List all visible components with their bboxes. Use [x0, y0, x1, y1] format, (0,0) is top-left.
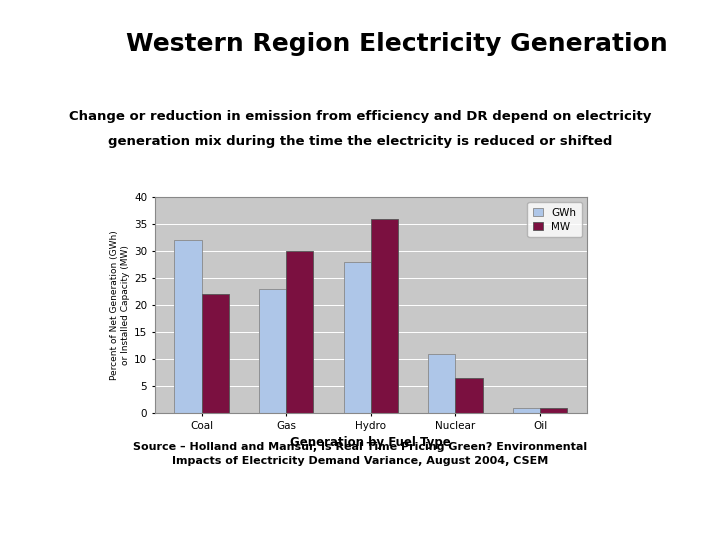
Bar: [428, 354, 456, 413]
Bar: [174, 240, 202, 413]
Bar: [540, 408, 567, 413]
X-axis label: Generation by Fuel Type: Generation by Fuel Type: [290, 436, 451, 449]
Bar: [456, 378, 482, 413]
Bar: [513, 408, 540, 413]
Text: Western Region Electricity Generation: Western Region Electricity Generation: [126, 32, 667, 56]
Bar: [259, 289, 286, 413]
Legend: GWh, MW: GWh, MW: [528, 202, 582, 237]
Bar: [371, 219, 398, 413]
Bar: [202, 294, 229, 413]
Bar: [286, 251, 313, 413]
Y-axis label: Percent of Net Generation (GWh)
or Installed Capacity (MW): Percent of Net Generation (GWh) or Insta…: [110, 230, 130, 380]
Text: generation mix during the time the electricity is reduced or shifted: generation mix during the time the elect…: [108, 135, 612, 148]
Text: Source – Holland and Mansur, Is Real Time Pricing Green? Environmental
Impacts o: Source – Holland and Mansur, Is Real Tim…: [133, 442, 587, 467]
Text: Change or reduction in emission from efficiency and DR depend on electricity: Change or reduction in emission from eff…: [69, 110, 651, 123]
Bar: [343, 262, 371, 413]
